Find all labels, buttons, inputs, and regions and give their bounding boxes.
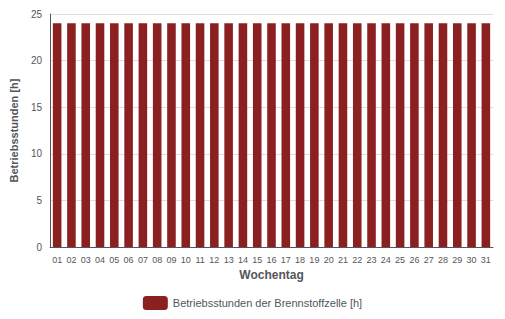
- svg-text:21: 21: [338, 255, 348, 265]
- svg-text:Betriebsstunden [h]: Betriebsstunden [h]: [8, 78, 20, 182]
- svg-text:06: 06: [124, 255, 134, 265]
- svg-text:5: 5: [36, 195, 42, 206]
- svg-text:17: 17: [281, 255, 291, 265]
- svg-text:12: 12: [209, 255, 219, 265]
- svg-text:24: 24: [381, 255, 391, 265]
- svg-text:22: 22: [352, 255, 362, 265]
- svg-text:15: 15: [31, 102, 43, 113]
- svg-text:18: 18: [295, 255, 305, 265]
- svg-text:10: 10: [181, 255, 191, 265]
- svg-text:25: 25: [31, 9, 43, 20]
- svg-text:27: 27: [424, 255, 434, 265]
- svg-text:Betriebsstunden der Brennstoff: Betriebsstunden der Brennstoffzelle [h]: [173, 297, 362, 309]
- svg-text:05: 05: [109, 255, 119, 265]
- svg-text:01: 01: [52, 255, 62, 265]
- svg-text:16: 16: [266, 255, 276, 265]
- svg-text:Wochentag: Wochentag: [239, 268, 303, 282]
- svg-text:02: 02: [66, 255, 76, 265]
- svg-text:30: 30: [467, 255, 477, 265]
- svg-text:07: 07: [138, 255, 148, 265]
- svg-text:20: 20: [31, 55, 43, 66]
- svg-text:11: 11: [195, 255, 204, 265]
- svg-text:19: 19: [309, 255, 319, 265]
- svg-text:08: 08: [152, 255, 162, 265]
- svg-text:13: 13: [224, 255, 234, 265]
- svg-text:20: 20: [324, 255, 334, 265]
- svg-text:14: 14: [238, 255, 248, 265]
- svg-text:26: 26: [409, 255, 419, 265]
- svg-text:29: 29: [452, 255, 462, 265]
- svg-text:28: 28: [438, 255, 448, 265]
- svg-text:25: 25: [395, 255, 405, 265]
- svg-text:10: 10: [31, 148, 43, 159]
- svg-text:23: 23: [367, 255, 377, 265]
- svg-text:0: 0: [36, 242, 42, 253]
- svg-text:15: 15: [252, 255, 262, 265]
- svg-text:31: 31: [481, 255, 491, 265]
- svg-text:09: 09: [166, 255, 176, 265]
- svg-text:04: 04: [95, 255, 105, 265]
- svg-text:03: 03: [81, 255, 91, 265]
